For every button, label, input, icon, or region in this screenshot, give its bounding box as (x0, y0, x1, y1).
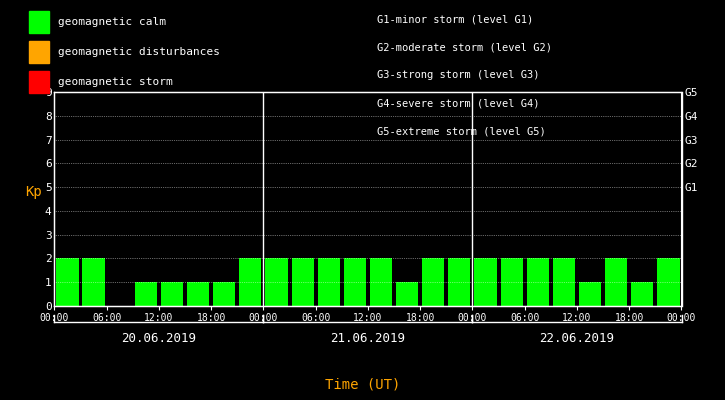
Bar (658, 258, 679, 306)
Text: G2-moderate storm (level G2): G2-moderate storm (level G2) (377, 42, 552, 52)
Text: geomagnetic calm: geomagnetic calm (58, 17, 166, 27)
Bar (500, 258, 523, 306)
Bar (344, 258, 366, 306)
Text: G3-strong storm (level G3): G3-strong storm (level G3) (377, 70, 539, 80)
Text: 21.06.2019: 21.06.2019 (331, 332, 405, 344)
Text: G5-extreme storm (level G5): G5-extreme storm (level G5) (377, 126, 546, 136)
Bar (579, 282, 601, 306)
Bar (552, 258, 575, 306)
Bar (135, 282, 157, 306)
Bar (239, 258, 262, 306)
Bar (57, 258, 78, 306)
Text: geomagnetic disturbances: geomagnetic disturbances (58, 47, 220, 57)
Bar (213, 282, 236, 306)
Bar (396, 282, 418, 306)
Bar (605, 258, 627, 306)
Bar (265, 258, 288, 306)
Text: 22.06.2019: 22.06.2019 (539, 332, 615, 344)
Bar (161, 282, 183, 306)
Text: Time (UT): Time (UT) (325, 377, 400, 391)
Y-axis label: Kp: Kp (25, 185, 42, 199)
Bar (370, 258, 392, 306)
Bar (291, 258, 314, 306)
Bar (631, 282, 653, 306)
Bar (318, 258, 340, 306)
Bar (526, 258, 549, 306)
Text: 20.06.2019: 20.06.2019 (121, 332, 196, 344)
Bar (187, 282, 210, 306)
Bar (83, 258, 104, 306)
Bar (448, 258, 471, 306)
Text: geomagnetic storm: geomagnetic storm (58, 77, 173, 87)
Bar (474, 258, 497, 306)
Text: G1-minor storm (level G1): G1-minor storm (level G1) (377, 14, 534, 24)
Bar (422, 258, 444, 306)
Text: G4-severe storm (level G4): G4-severe storm (level G4) (377, 98, 539, 108)
